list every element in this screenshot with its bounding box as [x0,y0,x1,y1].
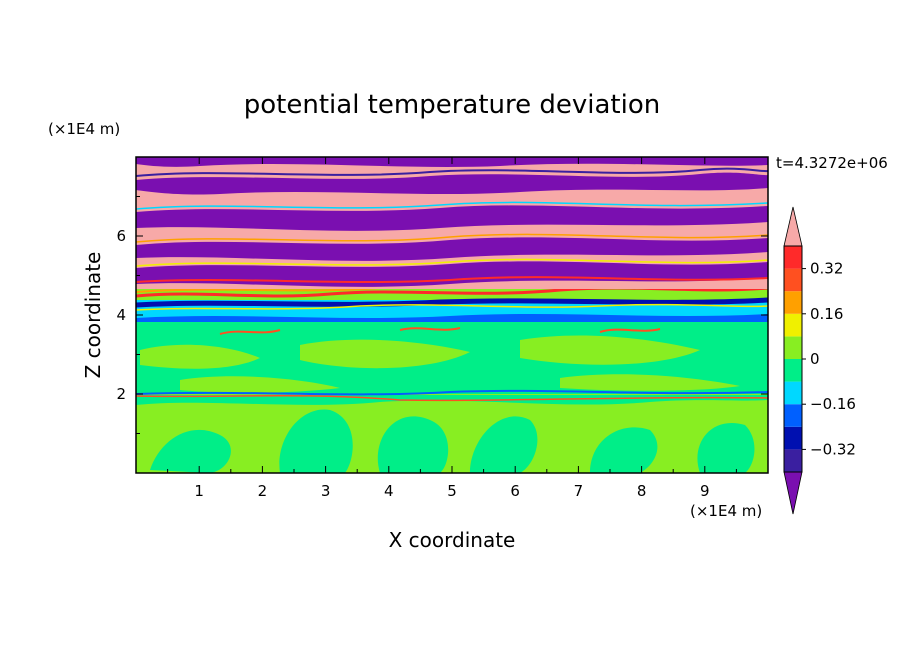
x-tick-label: 2 [258,482,268,500]
colorbar-tick-label: −0.32 [810,440,856,458]
x-tick-label: 5 [447,482,457,500]
x-tick-label: 4 [384,482,394,500]
x-tick-label: 9 [700,482,710,500]
x-tick-label: 6 [510,482,520,500]
colorbar-band [784,426,802,450]
y-tick-label: 4 [116,306,126,324]
upper-bands [136,157,768,287]
colorbar-band [784,291,802,314]
colorbar-band [784,336,802,359]
x-tick-label: 8 [637,482,647,500]
plot-axes: 1 2 3 4 5 6 7 8 9 2 4 6 [116,156,769,500]
colorbar-band [784,381,802,405]
colorbar-band [784,404,802,427]
colorbar-band [784,313,802,337]
middle-patches [140,335,740,393]
colorbar-extend-max [783,206,803,247]
y-unit-label: (×1E4 m) [48,120,120,138]
x-tick-label: 3 [321,482,331,500]
colorbar-tick-label: 0.32 [810,260,843,278]
colorbar-band [784,268,802,292]
y-tick-label: 6 [116,227,126,245]
y-tick-label: 2 [116,385,126,403]
colorbar-tick-label: 0.16 [810,305,843,323]
x-tick-label: 1 [194,482,204,500]
colorbar: 0.32 0.16 0 −0.16 −0.32 [783,206,856,515]
colorbar-band [784,359,802,382]
time-label: t=4.3272e+06 [776,154,888,172]
x-unit-label: (×1E4 m) [690,502,762,520]
chart-title: potential temperature deviation [244,90,660,120]
colorbar-band [784,246,802,269]
colorbar-tick-label: 0 [810,350,820,368]
colorbar-tick-label: −0.16 [810,395,856,413]
lower-cells [150,409,755,473]
x-axis-label: X coordinate [389,528,516,552]
x-tick-label: 7 [574,482,584,500]
colorbar-band [784,449,802,472]
contour-field [136,157,768,473]
colorbar-extend-min [783,471,803,515]
y-axis-label: Z coordinate [81,252,105,379]
